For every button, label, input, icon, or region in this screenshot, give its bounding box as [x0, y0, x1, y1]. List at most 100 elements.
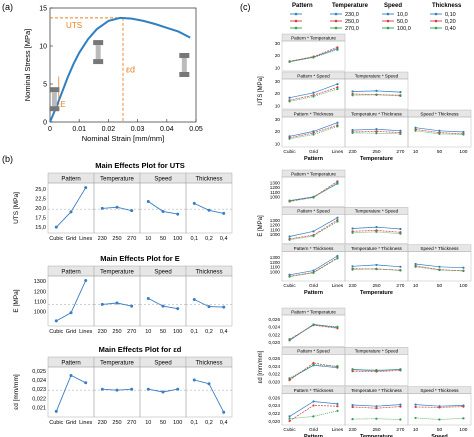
x-tick-label: 230 — [349, 283, 357, 289]
interaction-point — [336, 181, 339, 184]
interaction-series-line — [352, 93, 401, 96]
interaction-point — [288, 338, 291, 342]
main-effect-point — [222, 305, 226, 309]
interaction-header-label: Pattern * Temperature — [291, 35, 336, 40]
interaction-plot-frame — [344, 78, 409, 110]
level-tick-label: 0,2 — [205, 329, 213, 335]
interaction-plot-frame — [281, 40, 346, 72]
stress-strain-chart: 0 0.01 0.02 0.03 0.04 0.05 0 5 10 15 Nominal Strai… — [23, 6, 203, 144]
interaction-plot-frame — [281, 393, 346, 426]
interaction-point — [312, 234, 315, 238]
main-effect-point — [192, 201, 196, 205]
level-tick-label: 0,4 — [220, 329, 228, 335]
level-tick-label: 270 — [127, 236, 136, 242]
interaction-header-label: Pattern * Temperature — [291, 309, 336, 314]
legend: Pattern Temperature Speed Thickness 230,0 10,… — [290, 3, 462, 32]
interaction-series-line — [289, 364, 338, 380]
level-tick-label: 0,4 — [220, 420, 228, 426]
main-effect-point — [176, 387, 180, 391]
y-tick-label: 0,022 — [32, 396, 46, 402]
y-tick-label: 0,022 — [269, 372, 281, 377]
interaction-point — [336, 220, 339, 223]
interaction-point — [336, 405, 339, 408]
interaction-header-label: Temperature * Thickness — [351, 246, 402, 251]
interaction-plot-frame — [407, 393, 472, 426]
main-effect-point — [115, 205, 119, 209]
interaction-point — [351, 265, 354, 268]
x-tick-label: 10 — [413, 283, 419, 289]
legend-marker — [334, 19, 338, 23]
x-axis-label: Speed — [431, 434, 448, 437]
interaction-point — [375, 263, 378, 267]
factor-header-label: Pattern — [61, 177, 80, 183]
level-tick-label: 0,2 — [205, 420, 213, 426]
factor-header-label: Pattern — [61, 361, 80, 367]
x-tick-label: Lines — [332, 149, 344, 155]
interaction-point — [336, 46, 339, 49]
x-tick-label: 0 — [48, 126, 52, 133]
level-tick-label: Cubic — [49, 236, 63, 242]
interaction-point — [288, 100, 291, 103]
level-tick-label: 230 — [98, 329, 107, 335]
legend-entry: 50,0 — [397, 19, 408, 25]
x-tick-label: Grid — [309, 427, 318, 433]
y-tick-label: 1200 — [270, 223, 281, 228]
interaction-series-line — [289, 405, 338, 422]
level-tick-label: 250 — [112, 236, 121, 242]
interaction-point — [351, 268, 354, 271]
x-tick-label: 270 — [396, 427, 404, 433]
level-tick-label: 0,1 — [190, 329, 198, 335]
y-tick-label: 1100 — [270, 227, 280, 232]
y-tick-label: 30 — [275, 79, 281, 84]
interaction-point — [399, 405, 402, 408]
interaction-header-label: Temperature * Thickness — [351, 388, 402, 393]
main-effect-point — [146, 387, 150, 391]
x-tick-label: 0.03 — [131, 126, 145, 133]
interaction-point — [438, 132, 441, 135]
x-axis-label: Temperature — [360, 434, 393, 437]
main-effect-point — [54, 409, 58, 413]
level-tick-label: Grid — [66, 329, 76, 335]
legend-entry: 10,0 — [397, 12, 408, 18]
x-axis-label: Pattern — [304, 434, 324, 437]
interaction-point — [312, 400, 315, 403]
interaction-header-label: Pattern * Speed — [297, 73, 330, 78]
interaction-point — [414, 405, 417, 409]
x-tick-label: 0.01 — [72, 126, 86, 133]
interaction-point — [399, 265, 402, 268]
x-axis-label: Pattern — [304, 156, 324, 162]
x-tick-label: 100 — [459, 149, 467, 155]
interaction-point — [336, 257, 339, 260]
interaction-series-line — [352, 406, 401, 409]
specimen-body — [51, 92, 57, 107]
interaction-point — [375, 417, 378, 420]
interaction-series-line — [289, 324, 338, 340]
y-tick-label: 15,0 — [35, 225, 46, 231]
factor-plot-frame — [139, 275, 187, 327]
y-tick-label: 0 — [43, 120, 47, 127]
interaction-point — [351, 90, 354, 93]
x-tick-label: 100 — [459, 427, 467, 433]
interaction-plot-frame — [407, 251, 472, 282]
interaction-point — [312, 269, 315, 272]
legend-marker — [294, 26, 298, 30]
y-tick-label: 20 — [275, 91, 281, 96]
interaction-series-line — [289, 217, 338, 237]
y-tick-label: 0,020 — [269, 380, 281, 385]
level-tick-label: 100 — [173, 236, 182, 242]
main-effect-point — [176, 307, 180, 311]
factor-plot-frame — [47, 182, 95, 234]
y-tick-label: 0,026 — [269, 395, 281, 400]
interaction-header-label: Pattern * Thickness — [294, 111, 334, 116]
interaction-point — [336, 364, 339, 368]
x-tick-label: Cubic — [283, 427, 296, 433]
x-axis-label: Temperature — [360, 156, 393, 162]
main-effect-line — [56, 280, 87, 322]
interaction-header-label: Pattern * Thickness — [294, 388, 334, 393]
main-effect-point — [207, 305, 211, 309]
level-tick-label: Lines — [79, 329, 92, 335]
main-effect-point — [161, 209, 165, 213]
y-tick-label: 0,024 — [269, 364, 281, 369]
y-tick-label: 15 — [39, 6, 47, 13]
y-axis-label: εd [mm/mm] — [258, 350, 264, 383]
